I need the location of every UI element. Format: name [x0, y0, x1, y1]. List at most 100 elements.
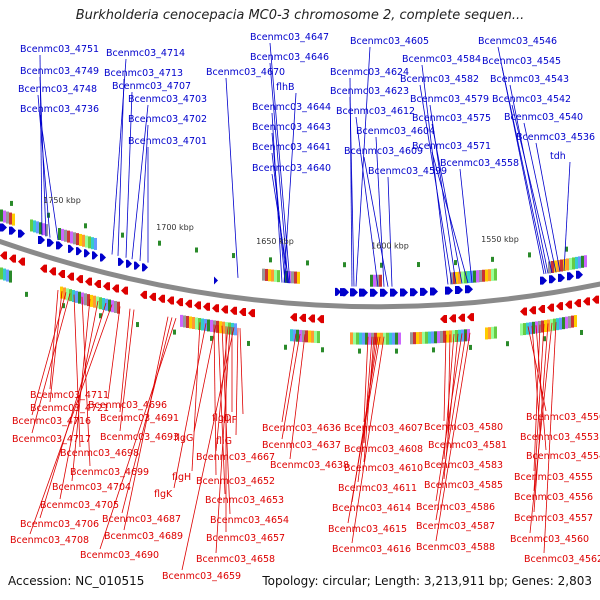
scale-label: 1650 kbp [256, 237, 294, 246]
bottom-gene-label: Bcenmc03_4705 [40, 500, 119, 511]
feature-block [541, 320, 544, 333]
feature-block [195, 317, 198, 330]
bottom-gene-label: Bcenmc03_4554 [526, 451, 600, 462]
feature-block [192, 316, 195, 329]
feature-block [64, 229, 67, 242]
bottom-gene-label: fliF [223, 415, 237, 426]
gene-arrow [142, 263, 148, 272]
feature-block [79, 233, 82, 246]
bottom-leader-line [347, 336, 381, 524]
feature-block [365, 332, 368, 345]
top-gene-label: Bcenmc03_4714 [106, 48, 185, 59]
gene-arrow [58, 270, 65, 279]
top-gene-label: Bcenmc03_4702 [128, 114, 207, 125]
feature-block [88, 236, 91, 249]
bottom-leader-line [173, 323, 207, 489]
feature-block [544, 320, 547, 333]
feature-dot [343, 262, 346, 268]
top-gene-label: Bcenmc03_4558 [440, 158, 519, 169]
feature-dot [195, 247, 198, 253]
feature-block [78, 291, 81, 304]
top-leader-line [501, 66, 547, 274]
gene-arrow [467, 313, 474, 322]
top-gene-label: tdh [550, 151, 566, 162]
bottom-leader-line [49, 289, 59, 390]
feature-block [58, 228, 61, 241]
top-gene-label: Bcenmc03_4749 [20, 66, 99, 77]
feature-dot [417, 262, 420, 268]
bottom-gene-label: Bcenmc03_4562 [524, 554, 600, 565]
top-gene-label: Bcenmc03_4647 [250, 32, 329, 43]
feature-block [562, 317, 565, 330]
feature-block [461, 329, 464, 342]
gene-arrow [370, 288, 378, 297]
top-leader-line [283, 92, 297, 283]
top-gene-label: Bcenmc03_4612 [336, 106, 415, 117]
bottom-gene-label: Bcenmc03_4653 [205, 495, 284, 506]
bottom-gene-label: Bcenmc03_4687 [102, 514, 181, 525]
feature-block [265, 268, 268, 281]
top-gene-label: Bcenmc03_4646 [250, 52, 329, 63]
feature-block [491, 268, 494, 281]
feature-block [476, 270, 479, 283]
feature-block [370, 274, 373, 287]
feature-block [294, 271, 297, 284]
feature-block [183, 315, 186, 328]
bottom-leader-line [193, 324, 217, 433]
top-leader-line [431, 151, 469, 284]
feature-dot [99, 313, 102, 319]
top-leader-line [225, 77, 239, 278]
gene-arrow [212, 304, 219, 313]
top-leader-line [535, 142, 561, 272]
feature-block [395, 332, 398, 345]
top-leader-line [355, 46, 371, 287]
bottom-gene-label: Bcenmc03_4638 [270, 460, 349, 471]
top-gene-label: Bcenmc03_4609 [344, 146, 423, 157]
bottom-gene-label: Bcenmc03_4654 [210, 515, 289, 526]
feature-block [213, 320, 216, 333]
feature-dot [432, 347, 435, 353]
feature-block [455, 330, 458, 342]
top-gene-label: Bcenmc03_4644 [252, 102, 331, 113]
feature-block [293, 329, 296, 342]
feature-block [485, 269, 488, 282]
bottom-gene-label: flgD [212, 413, 231, 424]
feature-block [111, 300, 114, 313]
gene-arrow [149, 292, 156, 301]
feature-block [458, 271, 461, 284]
bottom-leader-line [107, 306, 121, 400]
feature-block [559, 317, 562, 330]
bottom-gene-label: Bcenmc03_4704 [52, 482, 131, 493]
bottom-gene-label: Bcenmc03_4611 [338, 483, 417, 494]
top-leader-line [355, 116, 379, 287]
top-gene-label: Bcenmc03_4575 [412, 113, 491, 124]
feature-dot [580, 329, 583, 335]
feature-block [108, 299, 111, 312]
gene-arrow [9, 226, 16, 235]
bottom-leader-line [351, 336, 385, 544]
bottom-gene-label: Bcenmc03_4553 [520, 432, 599, 443]
bottom-leader-line [81, 296, 91, 467]
feature-block [566, 258, 569, 271]
bottom-gene-label: Bcenmc03_4587 [416, 521, 495, 532]
feature-dot [284, 344, 287, 350]
bottom-leader-line [119, 308, 131, 413]
gene-arrow [390, 288, 398, 297]
bottom-leader-line [239, 328, 244, 415]
feature-block [392, 332, 395, 345]
gene-arrow [574, 299, 581, 308]
feature-block [449, 330, 452, 343]
gene-arrow [583, 297, 590, 306]
feature-block [422, 331, 425, 344]
top-gene-label: Bcenmc03_4707 [112, 81, 191, 92]
feature-block [268, 269, 271, 282]
feature-block [458, 329, 461, 342]
accession-label: Accession: NC_010515 [8, 574, 145, 588]
bottom-leader-line [527, 326, 547, 412]
gene-arrow [0, 223, 7, 232]
feature-block [362, 332, 365, 345]
feature-block [373, 274, 376, 287]
feature-block [84, 293, 87, 306]
top-gene-label: Bcenmc03_4546 [478, 36, 557, 47]
feature-dot [210, 335, 213, 341]
